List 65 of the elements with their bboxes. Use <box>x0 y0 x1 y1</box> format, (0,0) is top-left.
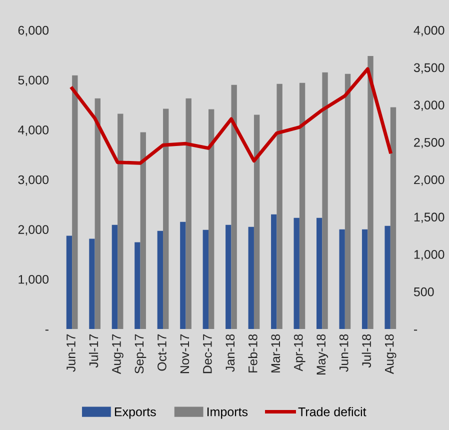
bar <box>248 226 254 329</box>
bar <box>140 132 146 329</box>
bar <box>186 98 192 329</box>
bar <box>112 224 118 329</box>
x-tick-label: Jul-17 <box>88 334 98 368</box>
bar <box>294 218 300 329</box>
bar <box>66 236 72 329</box>
bar <box>316 218 322 329</box>
x-tick-label: Mar-18 <box>271 334 280 372</box>
bar <box>322 72 328 329</box>
y-tick-label: 5,000 <box>18 76 49 86</box>
y-tick-label: 3,000 <box>18 175 49 186</box>
bar <box>226 224 232 329</box>
bar <box>94 98 100 329</box>
y-tick-label: 1,000 <box>18 274 49 286</box>
y2-tick-label: 3,500 <box>414 63 444 74</box>
x-tick-label: May-18 <box>316 334 328 374</box>
bar <box>271 214 277 329</box>
bar <box>254 114 260 329</box>
y2-tick-label: 4,000 <box>414 26 444 36</box>
line-series <box>70 67 392 165</box>
y-tick-label: - <box>45 330 48 331</box>
y-tick-label: 4,000 <box>18 126 49 136</box>
bar <box>390 107 396 329</box>
x-tick-label: Aug-18 <box>384 334 396 374</box>
bar <box>339 229 345 329</box>
bar <box>208 109 214 329</box>
legend-label: Imports <box>207 408 248 419</box>
x-tick-label: Dec-17 <box>203 334 212 374</box>
y2-tick-label: 1,500 <box>414 212 444 224</box>
y2-tick-label: 2,500 <box>414 138 444 148</box>
bar <box>362 229 368 329</box>
bar <box>202 230 208 329</box>
bar <box>89 238 95 329</box>
x-tick-label: Feb-18 <box>248 334 258 372</box>
legend-label: Exports <box>114 408 156 419</box>
y2-tick-label: 500 <box>414 287 434 296</box>
y2-tick-label: 1,000 <box>414 250 444 260</box>
x-tick-label: Jan-18 <box>226 334 235 372</box>
bar <box>72 75 78 329</box>
bar <box>180 222 186 329</box>
legend-label: Trade deficit <box>298 407 366 416</box>
bar <box>157 230 164 329</box>
x-tick-label: Apr-18 <box>294 334 306 372</box>
y2-tick-label: - <box>414 330 418 331</box>
bar <box>384 226 390 329</box>
x-tick-label: Nov-17 <box>180 334 190 374</box>
bar <box>134 242 140 329</box>
y2-tick-label: 2,000 <box>414 175 444 186</box>
bar <box>299 82 306 329</box>
bar <box>231 84 237 329</box>
x-tick-label: Jul-18 <box>362 334 372 368</box>
bar <box>276 84 282 329</box>
x-tick-label: Aug-17 <box>112 334 124 374</box>
bar <box>163 108 169 329</box>
x-tick-label: Jun-18 <box>339 334 348 372</box>
x-tick-label: Sep-17 <box>134 334 146 374</box>
bar <box>118 114 124 329</box>
x-tick-label: Jun-17 <box>66 334 76 372</box>
y-tick-label: 2,000 <box>18 225 49 236</box>
bar <box>368 56 374 329</box>
bar <box>344 74 351 329</box>
y2-tick-label: 3,000 <box>414 100 444 111</box>
y-tick-label: 6,000 <box>18 26 49 36</box>
x-tick-label: Oct-17 <box>158 334 166 371</box>
